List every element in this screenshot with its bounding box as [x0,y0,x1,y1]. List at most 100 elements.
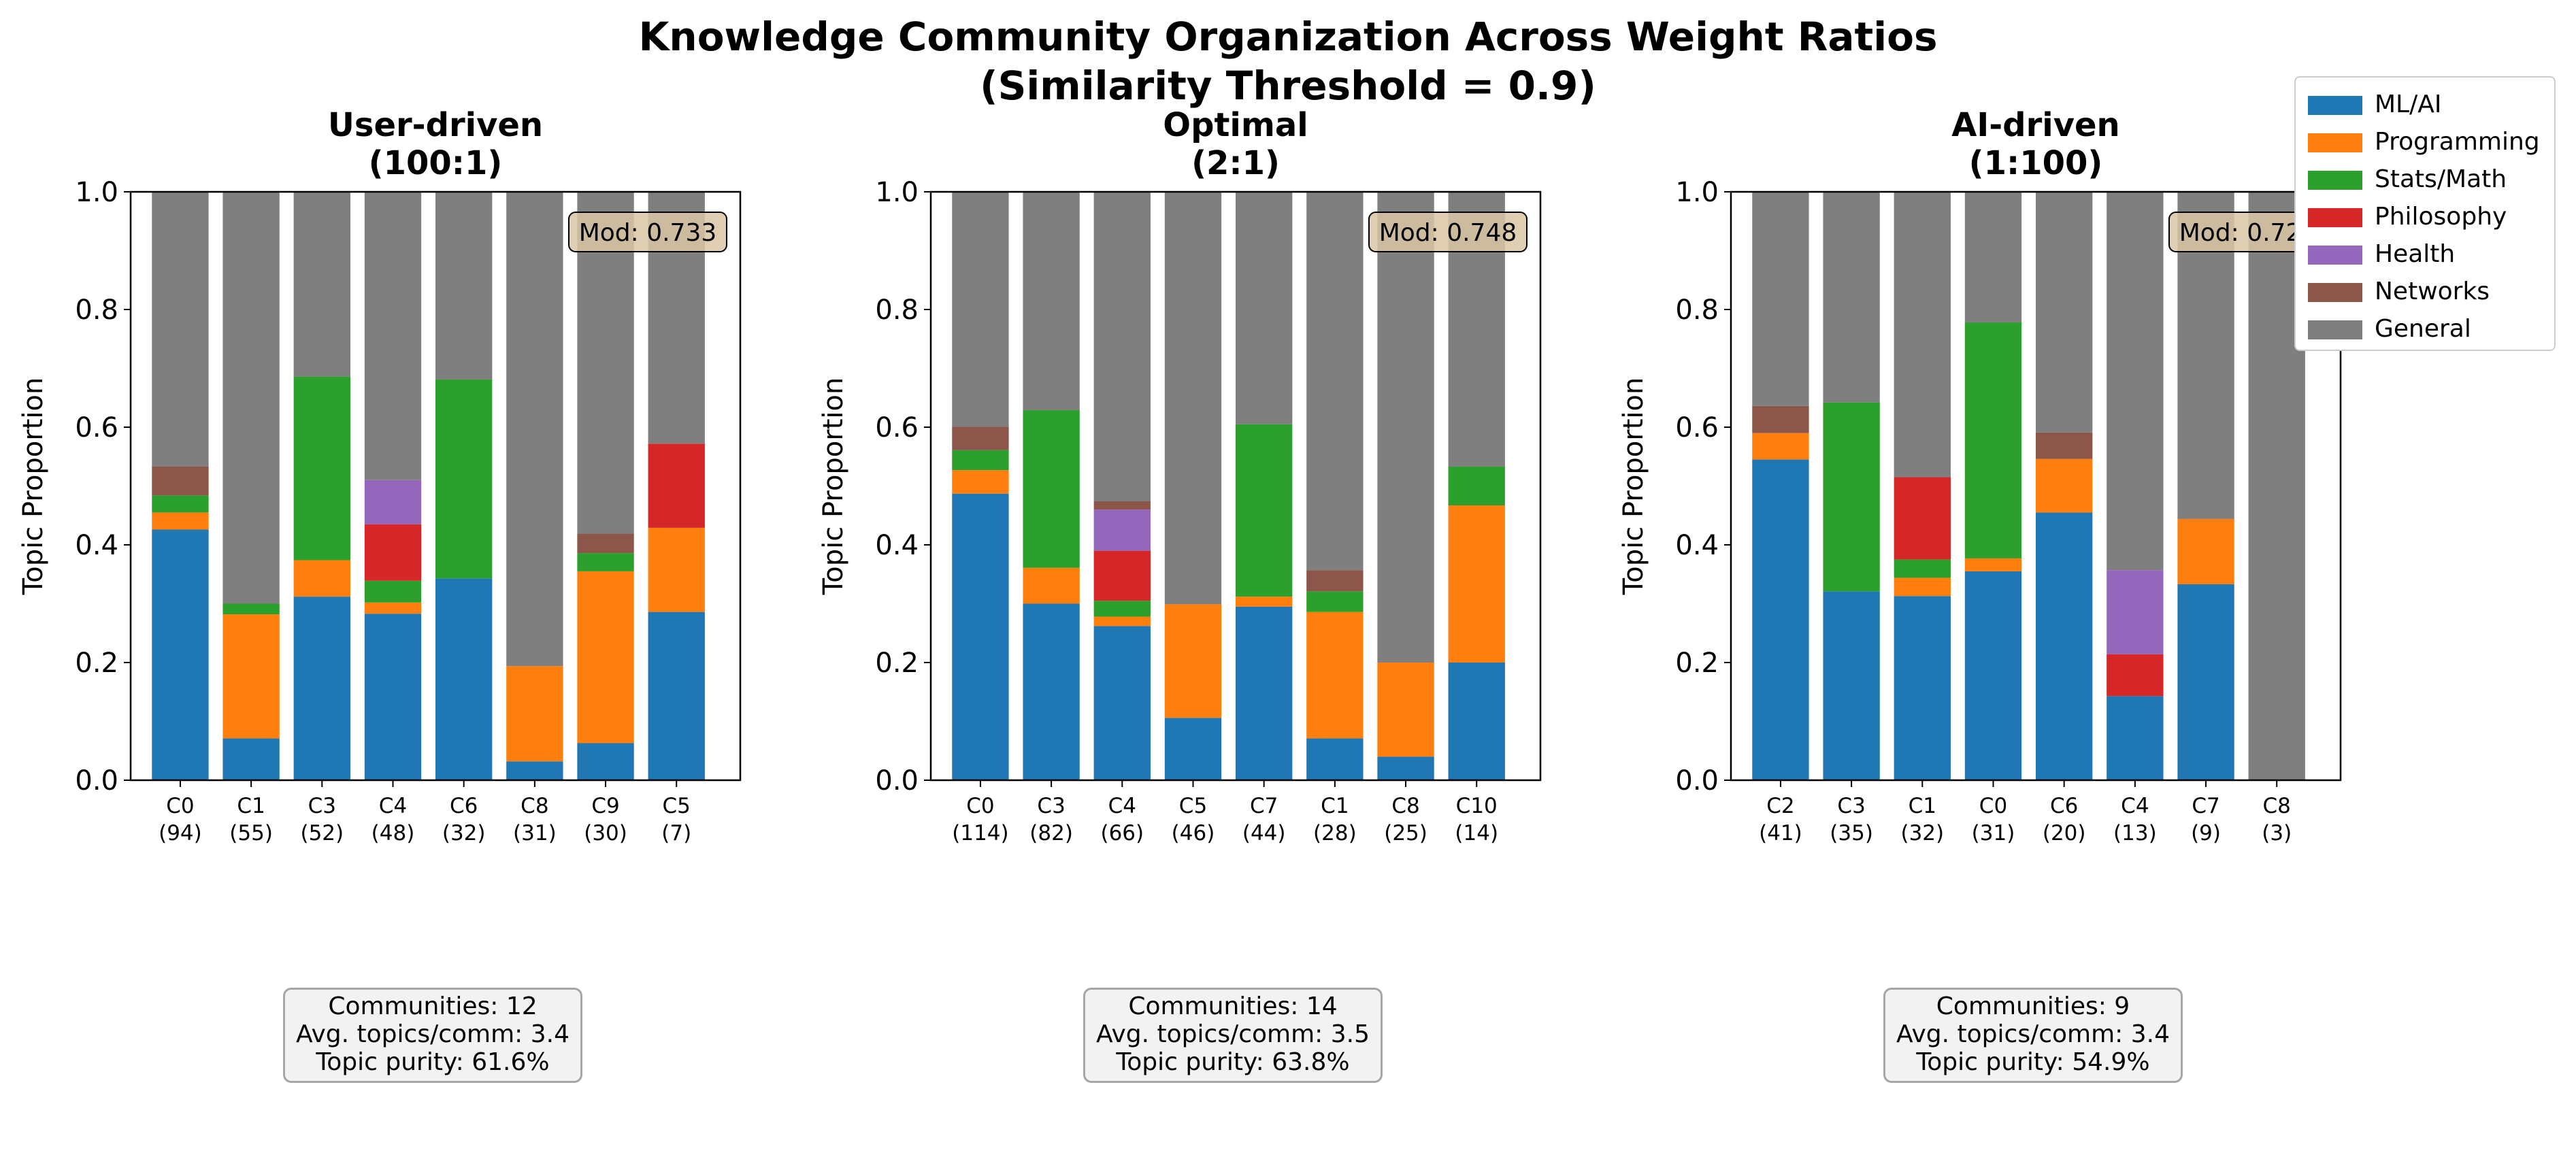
x-tick-count: (30) [584,821,627,846]
bar-segment-c1-philosophy [1894,477,1951,560]
legend-label-health: Health [2375,240,2456,268]
bar-segment-c2-programming [1752,433,1809,460]
legend-swatch-stats-math [2308,171,2362,190]
bar-segment-c4-programming [1093,616,1151,626]
bar-segment-c7-ml-ai [2177,584,2234,780]
x-tick-label: C4 [379,794,407,818]
x-tick-label: C5 [1179,794,1207,818]
panel-title-line2: (1:100) [1969,144,2103,182]
legend-item-philosophy: Philosophy [2296,197,2554,233]
modularity-badge [1368,212,1528,252]
bar-segment-c8-programming [1377,663,1434,757]
y-tick-label: 0.2 [1675,648,1719,679]
x-tick-count: (52) [300,821,344,846]
x-tick-label: C0 [1979,794,2007,818]
y-tick-label: 0.6 [875,412,919,443]
y-tick-label: 0.4 [875,530,919,561]
bar-segment-c3-ml-ai [1823,591,1880,780]
bar-segment-c1-stats-math [1894,559,1951,578]
bar-segment-c0-ml-ai [952,493,1009,780]
x-tick-label: C8 [521,794,548,818]
x-tick-count: (28) [1313,821,1357,846]
y-tick-label: 1.0 [75,177,118,208]
x-tick-count: (94) [159,821,202,846]
x-tick-count: (32) [1900,821,1944,846]
bar-segment-c9-programming [577,571,634,743]
bar-segment-c4-health [1093,509,1151,551]
bar-segment-c4-philosophy [364,524,422,581]
legend-item-networks: Networks [2296,271,2554,308]
bar-segment-c0-ml-ai [152,529,209,780]
bar-segment-c4-general [2107,192,2164,571]
x-tick-count: (31) [1972,821,2015,846]
bar-segment-c8-programming [506,666,563,762]
bar-segment-c2-networks [1752,405,1809,433]
bar-segment-c4-health [364,480,422,524]
x-tick-label: C0 [166,794,194,818]
stat-communities: Communities: 9 [1936,992,2130,1020]
x-tick-label: C1 [1909,794,1936,818]
bar-segment-c1-programming [222,614,280,739]
legend-label-programming: Programming [2375,128,2540,156]
panel-title-line2: (100:1) [369,144,503,182]
y-tick-label: 0.8 [875,295,919,326]
bar-segment-c1-ml-ai [222,738,280,780]
bar-segment-c1-general [1306,192,1364,571]
bar-segment-c5-programming [1164,604,1222,718]
bar-segment-c4-ml-ai [364,614,422,780]
bar-segment-c5-ml-ai [1164,718,1222,780]
stats-box-user-driven: Communities: 12 Avg. topics/comm: 3.4 To… [283,988,582,1083]
x-tick-count: (82) [1029,821,1073,846]
modularity-label: Mod: 0.733 [579,219,717,247]
bar-segment-c0-stats-math [152,495,209,513]
x-tick-label: C2 [1766,794,1794,818]
x-tick-count: (9) [2191,821,2221,846]
bar-segment-c9-ml-ai [577,743,634,780]
bar-segment-c0-stats-math [952,450,1009,471]
bar-segment-c0-ml-ai [1964,571,2022,780]
bar-segment-c0-general [152,192,209,467]
bar-segment-c4-programming [364,602,422,614]
bar-segment-c7-programming [2177,518,2234,584]
bar-segment-c4-stats-math [364,580,422,603]
figure-title: Knowledge Community Organization Across … [0,12,2576,110]
x-tick-label: C1 [237,794,265,818]
bar-segment-c6-programming [2036,458,2093,513]
legend-swatch-ml-ai [2308,96,2362,115]
y-tick-label: 0.4 [1675,530,1719,561]
legend-label-ml-ai: ML/AI [2375,90,2442,118]
bar-segment-c7-general [1236,192,1293,424]
figure-title-line1: Knowledge Community Organization Across … [638,14,1938,60]
legend-label-stats-math: Stats/Math [2375,165,2507,193]
x-tick-count: (7) [661,821,691,846]
stat-topic-purity: Topic purity: 61.6% [316,1048,550,1076]
bar-segment-c1-programming [1306,612,1364,739]
bar-segment-c6-general [435,192,493,380]
bar-segment-c3-programming [293,560,350,597]
bar-segment-c4-stats-math [1093,601,1151,617]
y-tick-label: 0.4 [75,530,118,561]
bar-segment-c0-general [952,192,1009,427]
bar-segment-c6-ml-ai [2036,512,2093,780]
bar-segment-c9-stats-math [577,553,634,571]
legend-swatch-general [2308,320,2362,339]
panel-title-line2: (2:1) [1191,144,1280,182]
x-tick-label: C4 [2121,794,2149,818]
bar-segment-c6-ml-ai [435,578,493,780]
stat-communities: Communities: 14 [1128,992,1338,1020]
x-tick-label: C10 [1456,794,1498,818]
legend: ML/AI Programming Stats/Math Philosophy … [2294,76,2556,351]
legend-label-networks: Networks [2375,278,2490,305]
x-tick-count: (44) [1242,821,1286,846]
figure-title-line2: (Similarity Threshold = 0.9) [980,63,1596,109]
bar-segment-c0-general [1964,192,2022,323]
legend-item-programming: Programming [2296,122,2554,158]
bar-segment-c5-ml-ai [648,612,705,780]
bar-segment-c4-philosophy [1093,550,1151,601]
bar-segment-c3-stats-math [1823,402,1880,592]
bar-segment-c1-general [1894,192,1951,478]
bar-segment-c0-stats-math [1964,322,2022,558]
bar-segment-c3-programming [1023,567,1080,604]
x-tick-count: (46) [1172,821,1215,846]
